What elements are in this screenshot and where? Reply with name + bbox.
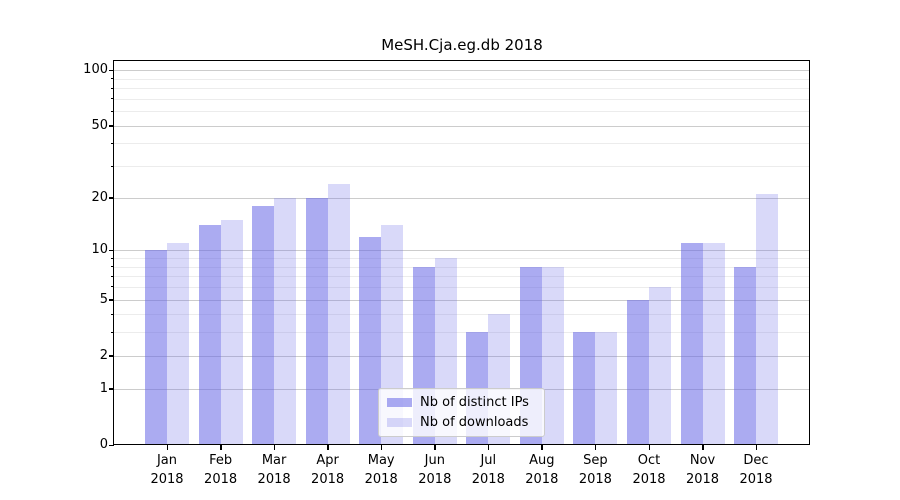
y-tick-mark xyxy=(109,444,114,446)
y-tick-label: 50 xyxy=(91,117,108,133)
x-tick-mark xyxy=(594,445,597,450)
gridline-major xyxy=(114,125,810,127)
gridline-major xyxy=(114,355,810,357)
x-tick-mark xyxy=(755,445,757,450)
y-tick-label: 0 xyxy=(99,437,108,452)
x-tick-label: Jun 2018 xyxy=(418,453,452,487)
gridline-minor xyxy=(114,98,810,100)
bar-downloads-sep xyxy=(595,332,618,445)
legend-item-distinct-ips: Nb of distinct IPs xyxy=(387,394,536,411)
bar-downloads-aug xyxy=(541,266,564,445)
gridline-major xyxy=(114,299,810,301)
y-minor-tick-mark xyxy=(111,78,114,80)
y-minor-tick-mark xyxy=(111,257,114,259)
gridline-minor xyxy=(114,258,810,259)
bar-downloads-jan xyxy=(167,243,189,445)
x-tick-mark xyxy=(434,445,436,450)
bar-downloads-mar xyxy=(274,197,297,445)
gridline-minor xyxy=(114,266,810,268)
gridline-minor xyxy=(114,276,810,278)
y-tick-label: 2 xyxy=(99,347,108,363)
y-tick-mark xyxy=(109,197,114,199)
gridline-minor xyxy=(114,166,810,168)
x-tick-label: Feb 2018 xyxy=(204,453,238,487)
x-tick-mark xyxy=(166,445,168,450)
y-minor-tick-mark xyxy=(111,110,114,112)
y-tick-mark xyxy=(109,299,114,301)
legend-swatch-ips-icon xyxy=(387,398,412,407)
gridline-major xyxy=(114,250,810,252)
bar-downloads-oct xyxy=(649,286,671,445)
x-tick-mark xyxy=(487,445,490,450)
y-tick-mark xyxy=(109,388,114,390)
y-tick-label: 20 xyxy=(91,189,108,205)
y-minor-tick-mark xyxy=(111,331,114,333)
gridline-minor xyxy=(114,314,810,316)
bar-ips-oct xyxy=(627,299,649,445)
y-tick-mark xyxy=(109,125,114,127)
y-tick-label: 1 xyxy=(99,380,108,396)
x-tick-label: Nov 2018 xyxy=(685,453,720,487)
y-minor-tick-mark xyxy=(111,142,114,144)
legend-label: Nb of downloads xyxy=(420,415,529,430)
gridline-minor xyxy=(114,78,810,80)
x-tick-mark xyxy=(327,445,329,450)
x-tick-label: Dec 2018 xyxy=(739,453,773,487)
legend-swatch-downloads-icon xyxy=(387,418,412,427)
x-tick-mark xyxy=(220,445,222,450)
gridline-minor xyxy=(114,88,810,89)
bar-ips-dec xyxy=(734,266,756,445)
bar-ips-may xyxy=(359,236,382,445)
chart-title: MeSH.Cja.eg.db 2018 xyxy=(381,36,543,54)
y-tick-label: 10 xyxy=(91,242,108,258)
y-tick-mark xyxy=(109,249,114,252)
y-minor-tick-mark xyxy=(111,286,114,288)
gridline-minor xyxy=(114,332,810,334)
y-minor-tick-mark xyxy=(111,165,114,167)
bar-ips-sep xyxy=(573,332,596,445)
x-tick-mark xyxy=(273,445,276,450)
x-tick-label: May 2018 xyxy=(364,453,398,487)
y-tick-label: 5 xyxy=(99,291,108,307)
gridline-major xyxy=(114,70,810,72)
x-tick-label: Aug 2018 xyxy=(525,453,559,487)
y-minor-tick-mark xyxy=(111,313,114,315)
bar-ips-mar xyxy=(252,205,275,445)
legend-item-downloads: Nb of downloads xyxy=(387,414,536,431)
x-tick-mark xyxy=(648,445,650,450)
bar-downloads-apr xyxy=(327,183,350,445)
x-tick-label: Apr 2018 xyxy=(311,453,345,487)
y-tick-label: 100 xyxy=(83,62,108,78)
bar-downloads-nov xyxy=(702,243,725,445)
bar-ips-jan xyxy=(145,250,167,445)
bar-downloads-feb xyxy=(220,219,243,445)
x-tick-label: Jul 2018 xyxy=(471,453,505,487)
bar-downloads-dec xyxy=(756,193,778,445)
legend-label: Nb of distinct IPs xyxy=(420,395,529,410)
x-tick-label: Sep 2018 xyxy=(578,453,612,487)
y-minor-tick-mark xyxy=(111,98,114,100)
bar-ips-apr xyxy=(305,197,328,445)
x-tick-label: Oct 2018 xyxy=(632,453,666,487)
y-minor-tick-mark xyxy=(111,87,114,89)
gridline-minor xyxy=(114,111,810,113)
y-tick-mark xyxy=(109,69,114,72)
x-tick-mark xyxy=(702,445,704,450)
legend: Nb of distinct IPs Nb of downloads xyxy=(378,388,545,437)
gridline-major xyxy=(114,197,810,199)
x-tick-mark xyxy=(541,445,543,450)
x-tick-label: Jan 2018 xyxy=(150,453,184,487)
x-tick-mark xyxy=(380,445,383,450)
bar-ips-nov xyxy=(680,243,703,445)
x-tick-label: Mar 2018 xyxy=(257,453,291,487)
gridline-minor xyxy=(114,286,810,288)
y-minor-tick-mark xyxy=(111,266,114,267)
y-tick-mark xyxy=(109,355,114,357)
bar-ips-feb xyxy=(198,225,221,445)
gridline-minor xyxy=(114,143,810,145)
y-minor-tick-mark xyxy=(111,275,114,277)
